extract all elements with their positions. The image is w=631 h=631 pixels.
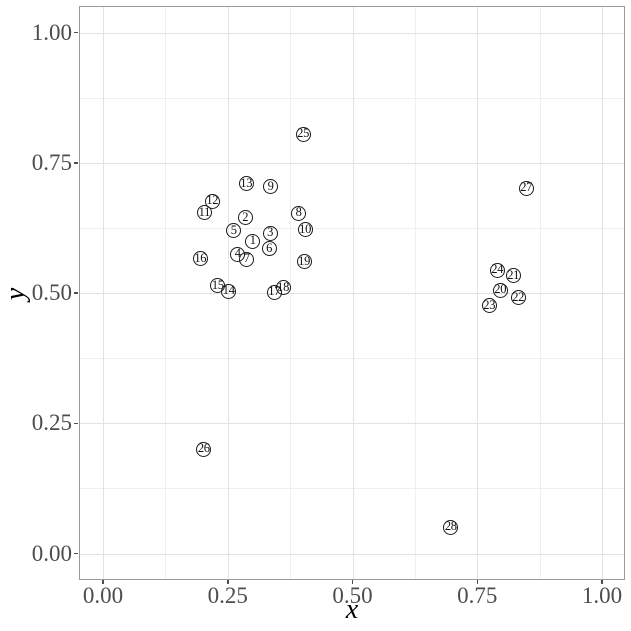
gridline-major-y [79,32,625,34]
data-point-label: 13 [240,175,253,190]
data-point-label: 7 [243,251,250,266]
data-point-circle [204,193,220,209]
data-point-label: 20 [494,282,507,297]
x-tick-mark [351,580,354,584]
data-point-label: 24 [491,262,504,277]
data-point-circle [210,278,226,294]
data-point-label: 2 [242,209,249,224]
data-point-circle [238,176,254,192]
data-point-label: 1 [249,232,256,247]
gridline-major-x [352,6,354,580]
data-point-label: 21 [507,267,520,282]
gridline-minor-y [79,488,625,490]
data-point-label: 25 [297,126,310,141]
data-point-circle [245,233,261,249]
x-tick-mark [476,580,478,584]
gridline-minor-y [79,358,625,360]
data-point-circle [489,262,505,278]
data-point-label: 8 [295,205,302,220]
y-tick-mark [74,422,78,425]
data-point-label: 10 [299,221,312,236]
y-axis-title: y [0,287,31,301]
y-tick-label: 1.00 [31,19,72,45]
data-point-label: 28 [444,519,457,534]
data-point-label: 5 [230,222,237,237]
data-point-circle [297,222,313,238]
gridline-major-y [79,162,625,164]
gridline-minor-x [414,6,416,580]
gridline-minor-x [539,6,541,580]
data-point-label: 22 [512,289,525,304]
y-tick-mark [74,162,78,164]
x-tick-label: 1.00 [581,583,623,608]
x-tick-label: 0.50 [332,583,373,608]
y-tick-label: 0.00 [31,540,72,566]
data-point-circle [291,205,307,221]
y-tick-label: 0.50 [31,280,72,306]
data-point-label: 15 [211,277,224,292]
data-point-label: 23 [483,297,496,312]
gridline-major-x [477,6,479,580]
x-axis-title: x [345,594,359,625]
data-point-label: 26 [197,441,210,456]
data-point-circle [237,210,253,226]
data-point-label: 14 [222,282,235,297]
x-tick-mark [601,580,603,584]
data-point-circle [196,441,212,457]
data-point-circle [295,126,311,142]
gridline-minor-x [290,6,292,580]
data-point-circle [492,282,508,298]
data-point-circle [261,241,277,257]
data-point-circle [262,225,278,241]
gridline-major-y [79,553,625,555]
x-tick-label: 0.75 [457,583,498,608]
data-point-circle [275,280,291,296]
data-point-circle [510,290,526,306]
plot-panel-gridlines-layer [79,6,625,580]
x-tick-mark [227,580,229,584]
data-point-label: 19 [298,253,311,268]
data-point-label: 11 [198,204,211,219]
data-point-circle [481,298,497,314]
y-tick-mark [74,31,78,34]
gridline-minor-x [165,6,167,580]
data-point-circle [239,251,255,267]
data-point-circle [196,205,212,221]
data-point-circle [518,180,534,196]
gridline-major-y [79,423,625,425]
data-point-circle [263,179,279,195]
data-point-circle [443,519,459,535]
data-point-circle [505,268,521,284]
x-tick-label: 0.25 [207,583,248,608]
gridline-minor-y [79,228,625,229]
gridline-major-x [103,6,104,580]
gridline-minor-y [79,97,625,99]
gridline-major-x [602,6,603,580]
data-point-label: 4 [234,245,241,260]
data-point-circle [296,254,312,270]
data-point-label: 16 [194,250,207,265]
data-point-label: 6 [266,240,273,255]
data-point-circle [192,251,208,267]
data-point-label: 17 [268,283,281,298]
y-tick-label: 0.75 [31,149,72,175]
x-tick-mark [102,580,104,584]
gridline-major-y [79,293,625,295]
y-tick-mark [74,552,78,555]
x-tick-label: 0.00 [82,583,124,608]
data-point-label: 18 [277,279,290,294]
data-point-label: 3 [267,225,274,240]
y-tick-mark [74,292,78,294]
data-point-circle [226,223,242,239]
y-tick-label: 0.25 [31,410,72,436]
data-point-label: 27 [520,180,533,195]
data-point-label: 9 [267,178,274,193]
data-point-label: 12 [206,193,219,208]
